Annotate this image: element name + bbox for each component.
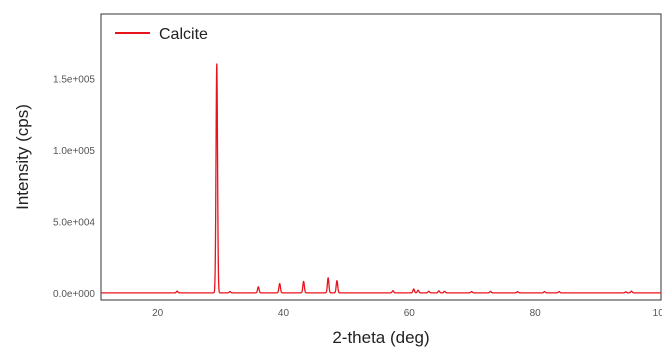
y-tick-label: 1.5e+005 xyxy=(53,74,95,85)
x-tick-label: 100 xyxy=(653,308,662,319)
y-axis-title: Intensity (cps) xyxy=(13,104,32,210)
x-axis-title: 2-theta (deg) xyxy=(332,328,429,347)
y-tick-label: 5.0e+004 xyxy=(53,217,95,228)
x-tick-label: 40 xyxy=(278,308,290,319)
y-axis-ticks: 0.0e+000 5.0e+004 1.0e+005 1.5e+005 xyxy=(53,74,95,300)
plot-area-frame xyxy=(101,14,661,300)
y-tick-label: 1.0e+005 xyxy=(53,146,95,157)
x-tick-label: 20 xyxy=(152,308,164,319)
y-tick-label: 0.0e+000 xyxy=(53,289,95,300)
x-tick-label: 80 xyxy=(530,308,542,319)
legend-label-calcite: Calcite xyxy=(159,26,208,43)
x-axis-ticks: 20 40 60 80 100 xyxy=(152,308,662,319)
x-tick-label: 60 xyxy=(404,308,416,319)
